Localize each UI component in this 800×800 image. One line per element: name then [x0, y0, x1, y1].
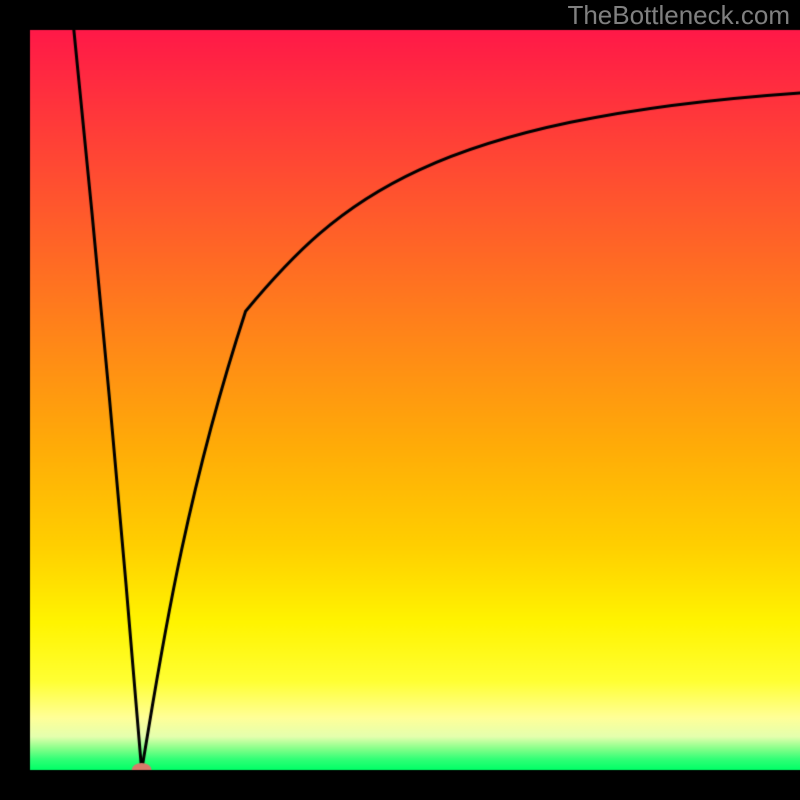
chart-container: TheBottleneck.com: [0, 0, 800, 800]
watermark-text: TheBottleneck.com: [567, 0, 790, 31]
bottleneck-curve-plot: [0, 0, 800, 800]
